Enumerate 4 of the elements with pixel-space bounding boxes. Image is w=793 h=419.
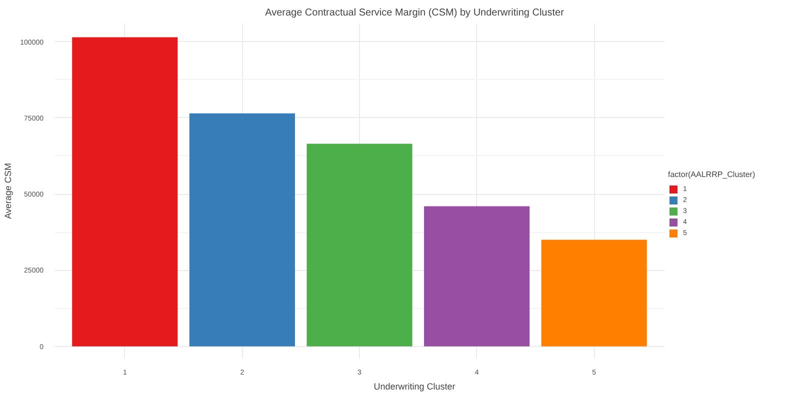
legend-title: factor(AALRRP_Cluster) xyxy=(668,170,756,179)
y-axis-title: Average CSM xyxy=(3,163,14,219)
chart-title: Average Contractual Service Margin (CSM) by Underwriting Cluster xyxy=(265,8,565,18)
x-axis-title: Underwriting Cluster xyxy=(374,382,456,392)
